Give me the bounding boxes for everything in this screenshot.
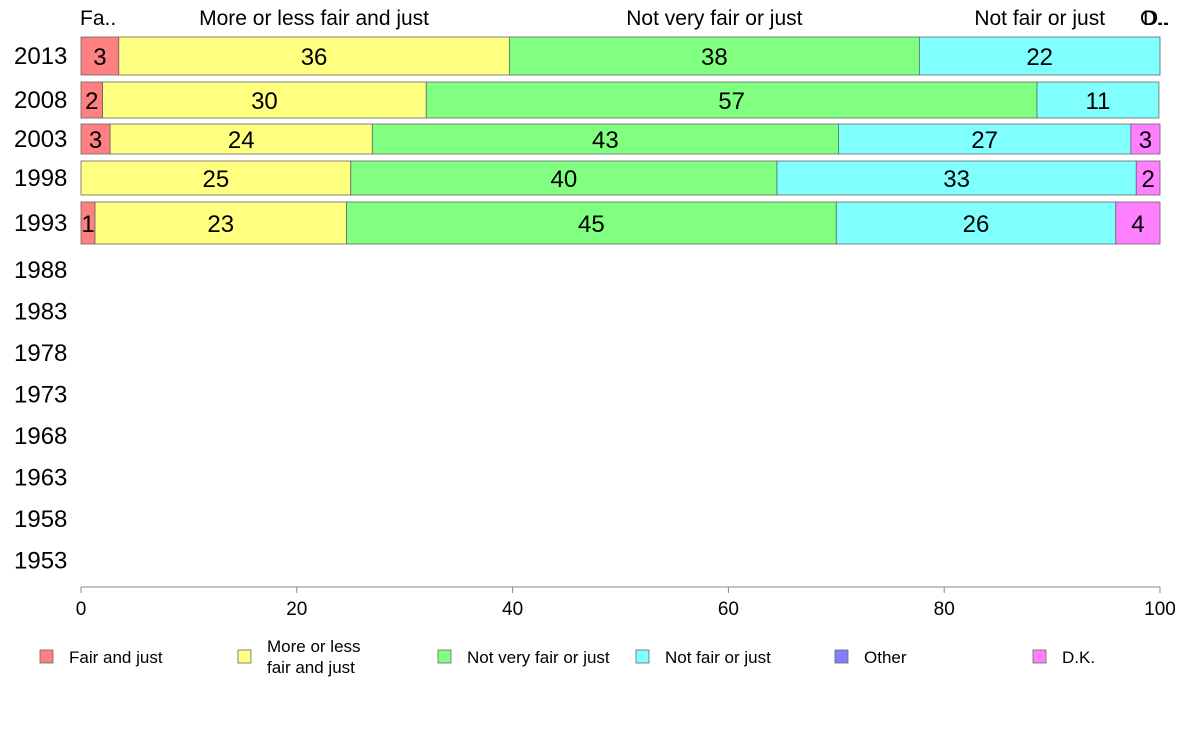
bar-1998-series-5 — [1135, 160, 1161, 196]
bar-value-label-2008-series-1: 30 — [251, 88, 278, 115]
x-axis: 0 20 40 60 80 100 — [76, 586, 1176, 620]
bar-2003-series-0 — [80, 123, 111, 155]
bar-value-label-1993-series-0: 1 — [81, 211, 94, 238]
bar-value-label-2003-series-0: 3 — [89, 127, 102, 154]
legend-label-2: Not very fair or just — [467, 648, 610, 667]
legend-label-0: Fair and just — [69, 648, 163, 667]
series-header-0: Fa.. — [80, 7, 116, 30]
bar-value-label-2013-series-1: 36 — [301, 44, 328, 71]
bar-value-label-2003-series-2: 43 — [592, 127, 619, 154]
bar-2003-series-3 — [838, 123, 1132, 155]
bar-1993-series-3 — [835, 201, 1117, 245]
x-tick-label-60: 60 — [718, 599, 739, 620]
bar-value-label-2003-series-1: 24 — [228, 127, 255, 154]
bar-value-label-1993-series-3: 26 — [963, 211, 990, 238]
bar-1998-series-3 — [776, 160, 1137, 196]
bar-value-label-1998-series-1: 25 — [203, 166, 230, 193]
bar-1993-series-5 — [1115, 201, 1161, 245]
year-label-1953: 1953 — [14, 548, 67, 575]
legend-swatch-1 — [237, 649, 252, 664]
bar-2008-series-2 — [425, 81, 1038, 119]
year-label-1998: 1998 — [14, 165, 67, 192]
legend-swatch-2 — [437, 649, 452, 664]
year-label-1958: 1958 — [14, 506, 67, 533]
year-label-1973: 1973 — [14, 382, 67, 409]
year-label-1968: 1968 — [14, 423, 67, 450]
bar-value-label-2003-series-3: 27 — [971, 127, 998, 154]
bar-value-label-2013-series-2: 38 — [701, 44, 728, 71]
x-tick-label-20: 20 — [286, 599, 307, 620]
x-tick-label-100: 100 — [1144, 599, 1176, 620]
bar-value-label-2008-series-2: 57 — [718, 88, 745, 115]
bar-value-label-1993-series-1: 23 — [207, 211, 234, 238]
bar-value-label-1998-series-3: 33 — [943, 166, 970, 193]
bar-value-label-2008-series-0: 2 — [85, 88, 98, 115]
bar-value-label-2008-series-3: 11 — [1085, 88, 1110, 115]
year-label-1993: 1993 — [14, 210, 67, 237]
bar-1998-series-2 — [350, 160, 778, 196]
year-label-1978: 1978 — [14, 340, 67, 367]
legend: Fair and just More or less fair and just No… — [39, 637, 1095, 677]
legend-swatch-3 — [635, 649, 650, 664]
series-header-5: D.. — [1143, 7, 1170, 30]
bar-2008-series-3 — [1036, 81, 1160, 119]
legend-swatch-5 — [1032, 649, 1047, 664]
x-tick-label-0: 0 — [76, 599, 87, 620]
series-header-4: O.. — [1140, 7, 1168, 30]
bar-2008-series-1 — [102, 81, 427, 119]
series-header-1: More or less fair and just — [199, 7, 429, 30]
bar-value-label-2003-series-5: 3 — [1139, 127, 1152, 154]
legend-swatch-4 — [834, 649, 849, 664]
bar-2003-series-2 — [371, 123, 839, 155]
legend-label-5: D.K. — [1062, 648, 1095, 667]
bar-area: 3 36 38 222 30 57 113 24 43 27 325 40 33 21 23 45 26 4 — [80, 36, 1161, 245]
legend-label-4: Other — [864, 648, 907, 667]
bar-2003-series-1 — [109, 123, 373, 155]
year-axis-labels: 2013 2008 2003 1998 1993 1988 1983 1978 1973 1968… — [14, 43, 67, 575]
legend-label-1: More or less fair and just — [267, 637, 361, 677]
year-label-1983: 1983 — [14, 299, 67, 326]
year-label-2003: 2003 — [14, 126, 67, 153]
bar-value-label-1998-series-5: 2 — [1141, 166, 1154, 193]
series-header-2: Not very fair or just — [626, 7, 802, 30]
year-label-2008: 2008 — [14, 87, 67, 114]
bar-value-label-2013-series-0: 3 — [93, 44, 106, 71]
legend-swatch-0 — [39, 649, 54, 664]
bar-2013-series-3 — [918, 36, 1161, 76]
x-tick-label-40: 40 — [502, 599, 523, 620]
legend-label-3: Not fair or just — [665, 648, 771, 667]
year-label-2013: 2013 — [14, 43, 67, 70]
year-label-1988: 1988 — [14, 257, 67, 284]
bar-2003-series-5 — [1130, 123, 1161, 155]
bar-value-label-2013-series-3: 22 — [1026, 44, 1053, 71]
bar-2013-series-1 — [118, 36, 510, 76]
bar-value-label-1998-series-2: 40 — [551, 166, 578, 193]
series-header-3: Not fair or just — [974, 7, 1105, 30]
bar-value-label-1993-series-5: 4 — [1131, 211, 1144, 238]
bar-value-label-1993-series-2: 45 — [578, 211, 605, 238]
bar-1993-series-1 — [94, 201, 347, 245]
series-header-labels: Fa.. More or less fair and just Not very f… — [80, 7, 1170, 30]
year-label-1963: 1963 — [14, 465, 67, 492]
x-tick-label-80: 80 — [934, 599, 955, 620]
